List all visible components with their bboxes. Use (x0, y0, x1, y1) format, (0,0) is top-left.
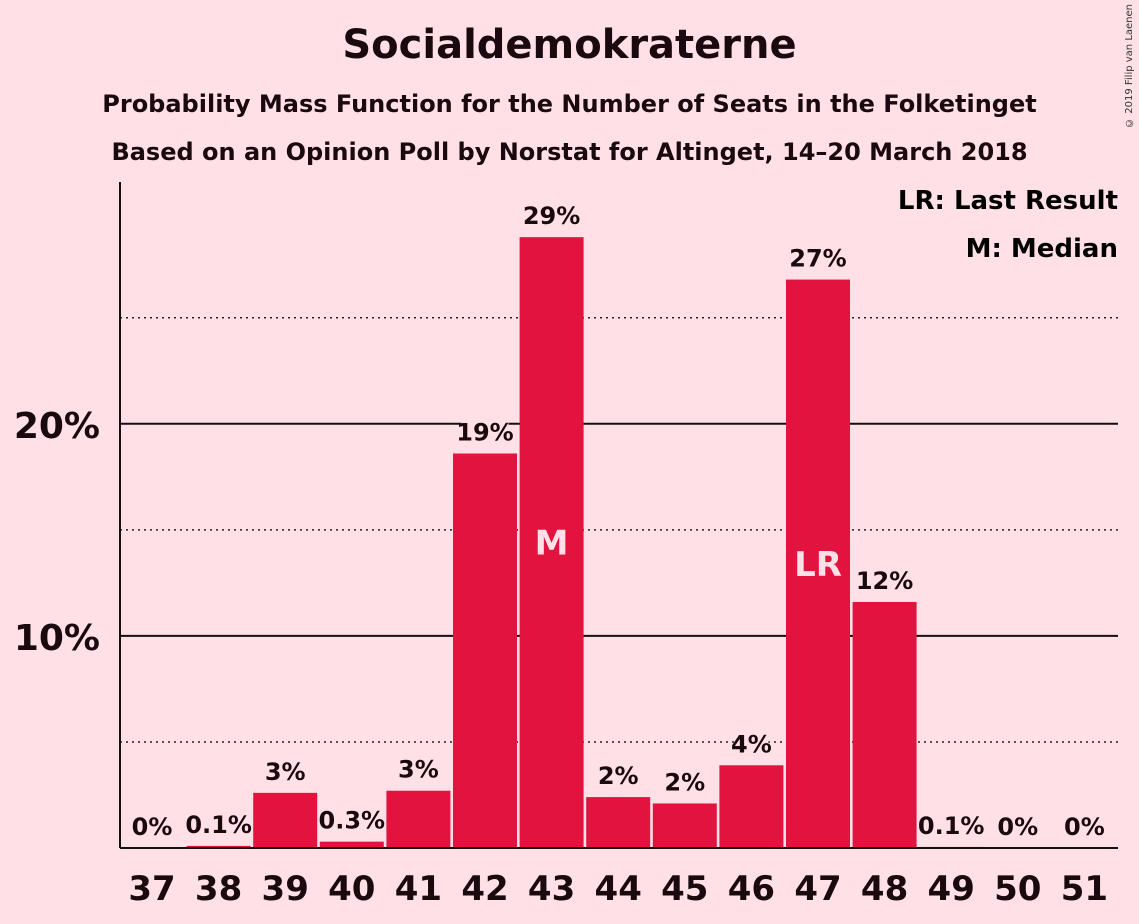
x-tick-label: 47 (794, 869, 841, 909)
bar-45 (652, 803, 717, 848)
axes (119, 182, 1118, 849)
x-tick-label: 37 (128, 869, 175, 909)
bar-40 (319, 841, 384, 848)
data-label-44: 2% (598, 762, 639, 790)
data-label-background (135, 810, 169, 840)
bar-42 (453, 453, 517, 848)
x-tick-label: 49 (928, 869, 975, 909)
y-tick-label: 20% (14, 406, 100, 447)
data-label-48: 12% (856, 567, 913, 595)
data-label-43: 29% (523, 202, 580, 230)
data-label-background (528, 199, 576, 230)
x-tick-label: 50 (994, 869, 1041, 909)
bar-47 (786, 279, 850, 848)
x-tick-label: 44 (595, 869, 642, 909)
data-label-background (734, 727, 769, 758)
x-tick-label: 51 (1061, 869, 1108, 909)
x-tick-label: 40 (328, 869, 375, 909)
data-label-background (921, 808, 982, 839)
data-label-51: 0% (1064, 813, 1105, 841)
data-label-background (268, 754, 303, 785)
data-label-background (1000, 810, 1035, 840)
data-labels: 0% 37 0.1% 38 3% 39 0.3% 40 3% 41 19% 42 29% M 43 2% 44 2… (128, 199, 1108, 909)
data-label-40: 0.3% (319, 807, 386, 835)
data-label-background (601, 759, 636, 790)
data-label-background (461, 415, 509, 446)
data-label-37: 0% (132, 813, 173, 841)
data-label-46: 4% (731, 730, 772, 758)
data-label-background (861, 563, 909, 594)
data-label-background (188, 807, 249, 838)
x-tick-label: 48 (861, 869, 908, 909)
bars (186, 237, 984, 849)
y-tick-label: 10% (14, 618, 100, 659)
data-label-background (794, 241, 842, 272)
data-label-background (321, 803, 382, 834)
marker-M: M (535, 524, 569, 564)
bar-39 (253, 792, 318, 848)
bar-44 (586, 797, 651, 848)
bar-48 (852, 601, 917, 848)
x-tick-label: 46 (728, 869, 775, 909)
data-label-47: 27% (789, 245, 846, 273)
data-label-41: 3% (398, 756, 439, 784)
data-label-38: 0.1% (185, 811, 252, 839)
data-label-39: 3% (265, 758, 306, 786)
data-label-45: 2% (664, 768, 705, 796)
marker-LR: LR (794, 545, 842, 585)
bar-41 (386, 790, 451, 848)
data-label-background (1067, 810, 1102, 840)
x-tick-label: 45 (661, 869, 708, 909)
bar-38 (186, 845, 251, 848)
data-label-background (667, 765, 702, 796)
legend-median: M: Median (966, 234, 1118, 264)
x-tick-label: 38 (195, 869, 242, 909)
bar-46 (719, 765, 784, 848)
data-label-49: 0.1% (918, 812, 985, 840)
chart-title: Socialdemokraterne (342, 22, 797, 68)
data-label-42: 19% (456, 418, 513, 446)
gridlines: 10% 20% (14, 316, 1118, 743)
data-label-background (401, 752, 436, 783)
bar-43 (519, 237, 584, 849)
x-tick-label: 41 (395, 869, 442, 909)
x-tick-label: 43 (528, 869, 575, 909)
x-tick-label: 39 (262, 869, 309, 909)
legend-last-result: LR: Last Result (898, 186, 1118, 216)
chart-subtitle-2: Based on an Opinion Poll by Norstat for … (111, 138, 1028, 166)
chart-subtitle-1: Probability Mass Function for the Number… (102, 90, 1037, 118)
data-label-50: 0% (997, 813, 1038, 841)
x-tick-label: 42 (461, 869, 508, 909)
